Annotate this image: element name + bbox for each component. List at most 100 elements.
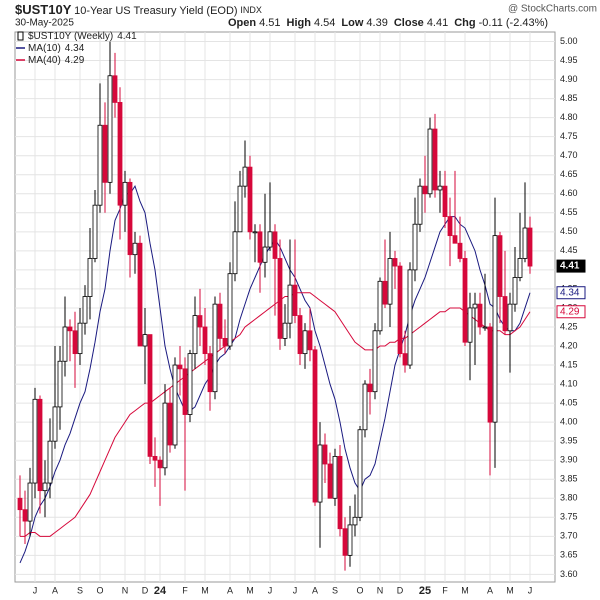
candle-body — [357, 429, 363, 518]
candle-body — [417, 185, 423, 225]
candle-body — [432, 128, 438, 191]
y-tick-label: 4.75 — [560, 131, 578, 141]
candle-body — [317, 444, 323, 503]
price-tag-box — [556, 305, 586, 319]
candle-body — [22, 509, 28, 522]
candle-body — [202, 326, 208, 355]
candle-body — [132, 242, 138, 256]
y-tick-label: 4.80 — [560, 112, 578, 122]
candle-body — [217, 303, 223, 339]
candle-body — [332, 455, 338, 499]
legend-name: MA(10) — [28, 43, 61, 54]
candle-body — [62, 326, 68, 362]
candle-body — [372, 330, 378, 393]
quote-value: 4.41 — [427, 17, 448, 29]
legend-name: $UST10Y (Weekly) — [28, 31, 113, 42]
candle-body — [107, 75, 113, 183]
chart-title: 10-Year US Treasury Yield (EOD) — [74, 5, 237, 17]
change-pct: (-2.43%) — [506, 17, 548, 29]
candle-body — [127, 181, 133, 256]
candle-body — [322, 444, 328, 465]
y-tick-label: 4.95 — [560, 55, 578, 65]
candle-body — [407, 269, 413, 366]
legend-entry: MA(40) 4.29 — [28, 55, 85, 66]
candle-body — [207, 353, 213, 393]
quote: Open 4.51 High 4.54 Low 4.39 Close 4.41 Chg -0.11… — [228, 17, 548, 29]
legend-value: 4.41 — [117, 31, 137, 42]
candle-body — [237, 185, 243, 233]
x-tick-label: O — [356, 585, 363, 595]
candle-body — [147, 334, 153, 457]
x-tick-label: M — [201, 585, 209, 595]
x-tick-label: J — [528, 585, 533, 595]
candle-body — [182, 368, 188, 415]
x-tick-label: F — [182, 585, 188, 595]
candle-body — [102, 124, 108, 183]
candle-body — [122, 181, 128, 206]
candle-body — [117, 102, 123, 206]
marks — [17, 41, 533, 571]
candle-body — [257, 231, 263, 263]
candle-body — [262, 246, 268, 263]
legend-name: MA(40) — [28, 55, 61, 66]
y-tick-label: 3.85 — [560, 474, 578, 484]
y-tick-label: 3.65 — [560, 550, 578, 560]
x-tick-label: 24 — [154, 585, 167, 597]
x-tick-label: A — [52, 585, 58, 595]
quote-value: -0.11 — [479, 17, 503, 29]
candle-body — [282, 322, 288, 339]
y-tick-label: 5.00 — [560, 36, 578, 46]
candle-body — [267, 231, 273, 248]
candle-body — [327, 463, 333, 499]
y-tick-label: 4.55 — [560, 207, 578, 217]
candle-body — [222, 338, 228, 347]
x-tick-label: D — [142, 585, 149, 595]
candle-body — [137, 242, 143, 347]
candle-body — [192, 315, 198, 355]
x-tick-label: F — [442, 585, 448, 595]
legend-entry: MA(10) 4.34 — [28, 43, 85, 54]
x-tick-label: M — [461, 585, 469, 595]
y-tick-label: 3.90 — [560, 455, 578, 465]
source: @ StockCharts.com — [508, 4, 597, 15]
x-tick-label: M — [246, 585, 254, 595]
candle-body — [52, 406, 58, 442]
x-tick-label: S — [332, 585, 338, 595]
candle-body — [232, 231, 238, 275]
candle-body — [492, 235, 498, 423]
candle-body — [162, 402, 168, 469]
y-tick-label: 4.50 — [560, 226, 578, 236]
quote-label: Open — [228, 17, 256, 29]
candle-body — [142, 334, 148, 347]
candle-body — [112, 75, 118, 103]
candle-body — [447, 216, 453, 237]
quote-value: 4.39 — [366, 17, 387, 29]
candle-body — [477, 303, 483, 328]
candle-body — [277, 258, 283, 339]
candle-body — [177, 364, 183, 370]
x-tick-label: A — [487, 585, 493, 595]
candle-body — [27, 482, 33, 522]
candle-body — [527, 227, 533, 267]
candle-body — [517, 258, 523, 278]
y-tick-label: 4.65 — [560, 169, 578, 179]
candle-body — [487, 326, 493, 423]
grid: 3.60 3.65 3.70 3.75 3.80 3.85 3.90 3.95 4.00 4.05… — [15, 32, 578, 597]
y-tick-label: 3.80 — [560, 493, 578, 503]
x-tick-label: N — [122, 585, 129, 595]
candle-body — [377, 280, 383, 332]
candle-body — [497, 235, 503, 297]
candle-body — [472, 303, 478, 309]
candle-body — [167, 402, 173, 446]
x-tick-label: M — [506, 585, 514, 595]
candle-body — [67, 326, 73, 332]
x-tick-label: N — [377, 585, 384, 595]
candle-body — [242, 166, 248, 187]
candle-body — [502, 296, 508, 332]
candle-body — [382, 280, 388, 305]
candle-body — [467, 307, 473, 343]
candle-body — [297, 315, 303, 355]
candle-body — [152, 455, 158, 461]
candle-body — [462, 258, 468, 343]
